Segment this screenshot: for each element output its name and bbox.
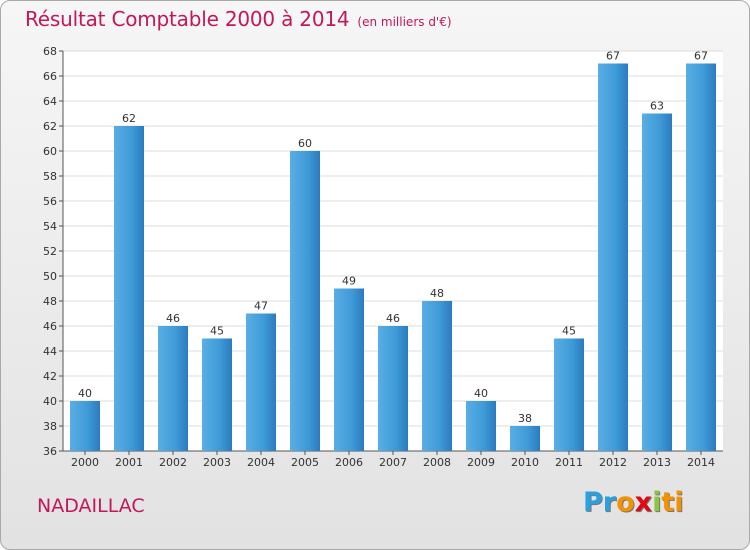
- bar-2013: [642, 113, 672, 451]
- x-tick-label-2013: 2013: [643, 456, 671, 469]
- value-label-2006: 49: [342, 275, 356, 288]
- y-tick-label: 38: [43, 420, 57, 433]
- bar-2006: [334, 288, 364, 451]
- bar-2014: [686, 63, 716, 451]
- chart-title-main: Résultat Comptable 2000 à 2014: [25, 7, 350, 31]
- y-tick-label: 54: [43, 220, 57, 233]
- bar-2012: [598, 63, 628, 451]
- bar-2004: [246, 313, 276, 451]
- y-tick-label: 50: [43, 270, 57, 283]
- bar-2009: [466, 401, 496, 451]
- x-tick-label-2001: 2001: [115, 456, 143, 469]
- y-tick-label: 40: [43, 395, 57, 408]
- bar-2001: [114, 126, 144, 451]
- value-label-2012: 67: [606, 50, 620, 63]
- value-label-2014: 67: [694, 50, 708, 63]
- chart-title-unit: (en milliers d'€): [357, 15, 452, 29]
- bar-2010: [510, 426, 540, 451]
- x-tick-label-2012: 2012: [599, 456, 627, 469]
- y-tick-label: 44: [43, 345, 57, 358]
- y-tick-label: 64: [43, 95, 57, 108]
- value-label-2000: 40: [78, 387, 92, 400]
- bar-2000: [70, 401, 100, 451]
- value-label-2004: 47: [254, 300, 268, 313]
- bar-2007: [378, 326, 408, 451]
- x-tick-label-2008: 2008: [423, 456, 451, 469]
- x-tick-label-2003: 2003: [203, 456, 231, 469]
- value-label-2010: 38: [518, 412, 532, 425]
- y-tick-label: 58: [43, 170, 57, 183]
- value-label-2008: 48: [430, 287, 444, 300]
- chart-title: Résultat Comptable 2000 à 2014 (en millie…: [25, 7, 452, 31]
- y-tick-label: 60: [43, 145, 57, 158]
- y-tick-label: 62: [43, 120, 57, 133]
- y-tick-label: 66: [43, 70, 57, 83]
- bar-2011: [554, 338, 584, 451]
- proxiti-logo: Proxiti: [583, 487, 684, 518]
- value-label-2002: 46: [166, 312, 180, 325]
- y-tick-label: 48: [43, 295, 57, 308]
- value-label-2003: 45: [210, 325, 224, 338]
- y-tick-label: 46: [43, 320, 57, 333]
- x-tick-label-2007: 2007: [379, 456, 407, 469]
- value-label-2001: 62: [122, 112, 136, 125]
- bar-2003: [202, 338, 232, 451]
- x-tick-label-2005: 2005: [291, 456, 319, 469]
- value-label-2009: 40: [474, 387, 488, 400]
- y-tick-label: 36: [43, 445, 57, 458]
- value-label-2007: 46: [386, 312, 400, 325]
- x-tick-label-2011: 2011: [555, 456, 583, 469]
- place-name: NADAILLAC: [37, 495, 145, 517]
- x-tick-label-2002: 2002: [159, 456, 187, 469]
- bar-2005: [290, 151, 320, 451]
- value-label-2005: 60: [298, 137, 312, 150]
- y-tick-label: 42: [43, 370, 57, 383]
- y-tick-label: 68: [43, 45, 57, 58]
- x-tick-label-2014: 2014: [687, 456, 715, 469]
- x-tick-label-2010: 2010: [511, 456, 539, 469]
- bar-2008: [422, 301, 452, 451]
- x-tick-label-2009: 2009: [467, 456, 495, 469]
- value-label-2011: 45: [562, 325, 576, 338]
- value-label-2013: 63: [650, 100, 664, 113]
- x-tick-label-2000: 2000: [71, 456, 99, 469]
- x-tick-label-2004: 2004: [247, 456, 275, 469]
- y-tick-label: 56: [43, 195, 57, 208]
- x-tick-label-2006: 2006: [335, 456, 363, 469]
- y-tick-label: 52: [43, 245, 57, 258]
- bar-2002: [158, 326, 188, 451]
